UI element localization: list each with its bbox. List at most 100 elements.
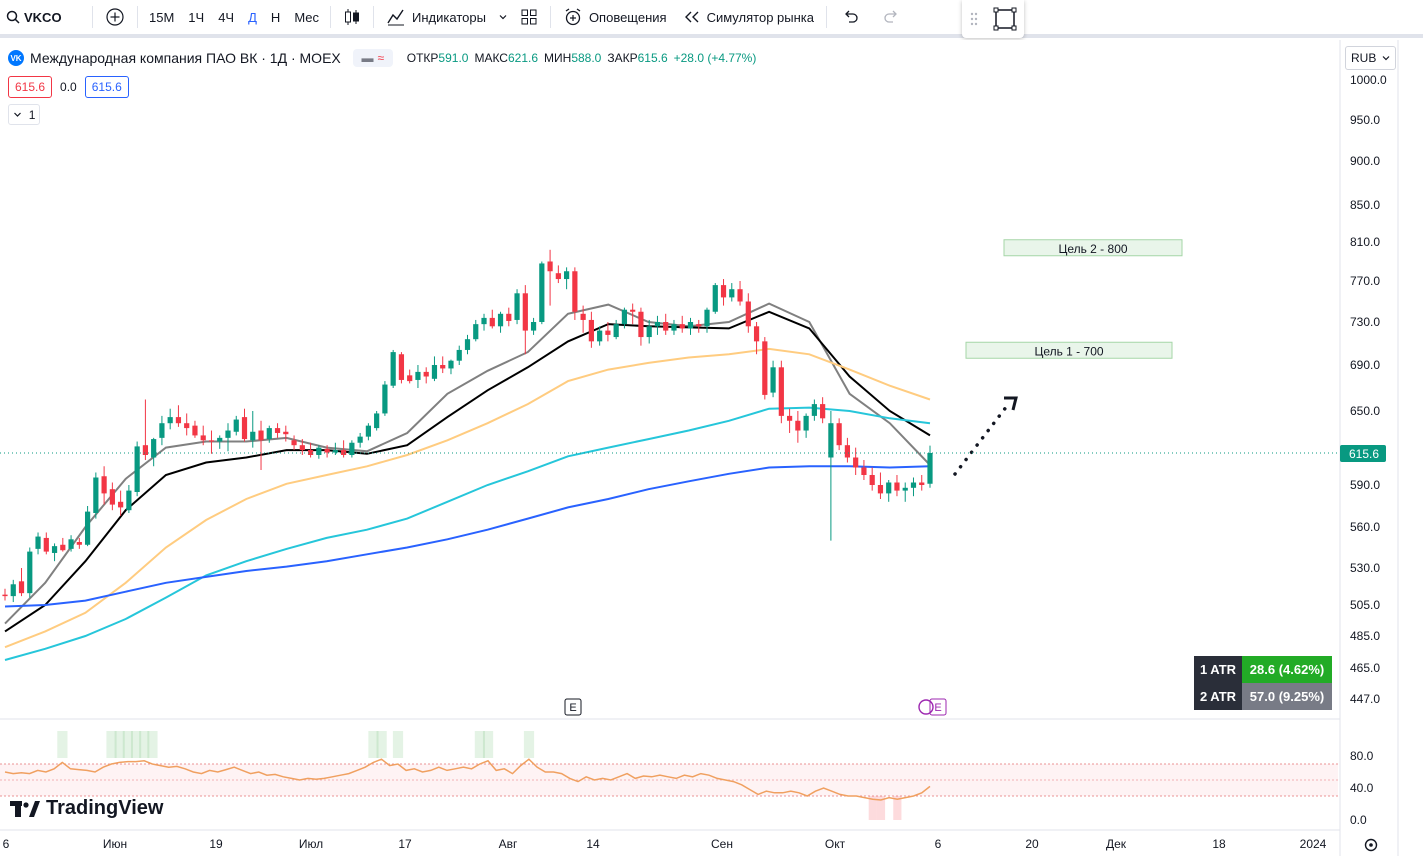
candle-body [597,330,603,342]
tradingview-logo[interactable]: TradingView [10,797,163,820]
spread-value: 0.0 [60,80,77,94]
candle-body [696,324,702,327]
candle-body [18,581,25,594]
interval-button[interactable]: 4Ч [218,9,235,25]
candle-body [762,341,768,395]
candle-body [729,289,735,298]
candle-body [407,375,413,382]
rsi-overbought-zone [368,731,379,758]
candle-body [679,324,685,329]
atr-row: 2 ATR 57.0 (9.25%) [1194,683,1332,710]
indicators-dropdown[interactable] [494,0,512,36]
candle-body [109,489,115,505]
gear-ring [1364,838,1378,852]
separator [137,6,138,28]
symbol-label: VKCO [24,9,62,25]
interval-button[interactable]: 15М [149,9,175,25]
candle-body [803,415,809,431]
candle-body [291,440,297,446]
candle-body [811,404,817,416]
drag-handle-icon[interactable] [969,11,979,27]
visibility-toggle[interactable]: ▬ ≈ [352,49,393,67]
interval-button[interactable]: Н [270,9,281,25]
candle-body [93,477,99,513]
chevron-down-icon [499,15,507,20]
compare-button[interactable] [97,0,133,36]
rsi-overbought-zone [474,731,485,758]
close-value: 615.6 [637,51,668,65]
layouts-button[interactable] [512,0,546,36]
brand-label: TradingView [46,797,164,819]
candle-body [84,511,91,545]
indicators-collapse[interactable]: 1 [8,104,40,125]
rsi-overbought-zone [482,731,494,758]
chevron-down-icon [1382,56,1390,61]
alerts-button[interactable]: Оповещения [555,0,675,36]
candle-body [605,330,611,335]
candle-body [853,457,859,468]
minus-icon: ▬ [361,51,374,65]
candle-body [464,339,471,350]
atr-label: 1 ATR [1194,656,1242,683]
currency-selector[interactable]: RUB [1345,46,1397,70]
floating-toolbar [962,0,1024,38]
candle-body [704,309,710,327]
candle-body [778,367,784,416]
candle-body [208,440,215,442]
atr-row: 1 ATR 28.6 (4.62%) [1194,656,1332,683]
time-tick-label: Дек [1106,837,1127,851]
redo-button[interactable] [871,0,911,36]
interval-button[interactable]: Д [248,9,257,25]
candle-body [456,349,462,361]
candle-body [786,415,793,421]
candle-body [225,430,231,438]
price-axis: 1000.0 950.0 900.0 850.0 810.0 770.0 730.0 690.… [0,73,1387,827]
fullscreen-icon[interactable] [993,7,1017,31]
chart-type-button[interactable] [335,0,369,36]
candle-body [184,423,190,429]
time-tick-label: Июл [299,837,323,851]
candle-body [167,417,173,424]
candle-body [828,423,834,458]
candle-body [539,263,545,322]
target-label: Цель 1 - 700 [1034,344,1103,358]
time-tick-label: 18 [1212,837,1226,851]
symbol-search[interactable]: VKCO [0,0,88,36]
undo-button[interactable] [831,0,871,36]
sell-button[interactable]: 615.6 [8,76,53,98]
candle-body [564,271,570,280]
candle-body [745,301,751,327]
candle-body [2,594,8,597]
target-label: Цель 2 - 800 [1058,242,1127,256]
interval-button[interactable]: Мес [294,9,320,25]
candle-body [35,536,41,549]
tradingview-logo-icon [10,800,40,817]
rsi-oversold-zone [876,796,886,820]
candle-body [324,448,330,453]
moving-average-line [4,310,931,633]
price-tick-label: 690.0 [1350,358,1380,372]
candle-body [753,326,760,342]
rsi-tick-label: 40.0 [1350,781,1374,795]
candle-body [332,450,338,453]
candle-body [382,384,388,414]
alerts-label: Оповещения [588,9,667,25]
replay-button[interactable]: Симулятор рынка [675,0,822,36]
candle-body [919,482,925,485]
indicators-button[interactable]: Индикаторы [378,0,494,36]
time-tick-label: 14 [586,837,600,851]
candle-body [720,285,727,298]
candle-body [770,367,776,393]
candle-body [151,439,157,458]
buy-button[interactable]: 615.6 [84,76,129,98]
candle-body [27,551,33,594]
time-tick-label: Авг [499,837,518,851]
moving-average-line [4,302,931,625]
rsi-tick-label: 0.0 [1350,813,1367,827]
candle-body [481,317,487,325]
candle-body [489,317,495,327]
instrument-title[interactable]: Международная компания ПАО ВК · 1Д · MOE… [30,50,341,66]
rsi-overbought-zone [523,731,535,758]
interval-button[interactable]: 1Ч [188,9,205,25]
